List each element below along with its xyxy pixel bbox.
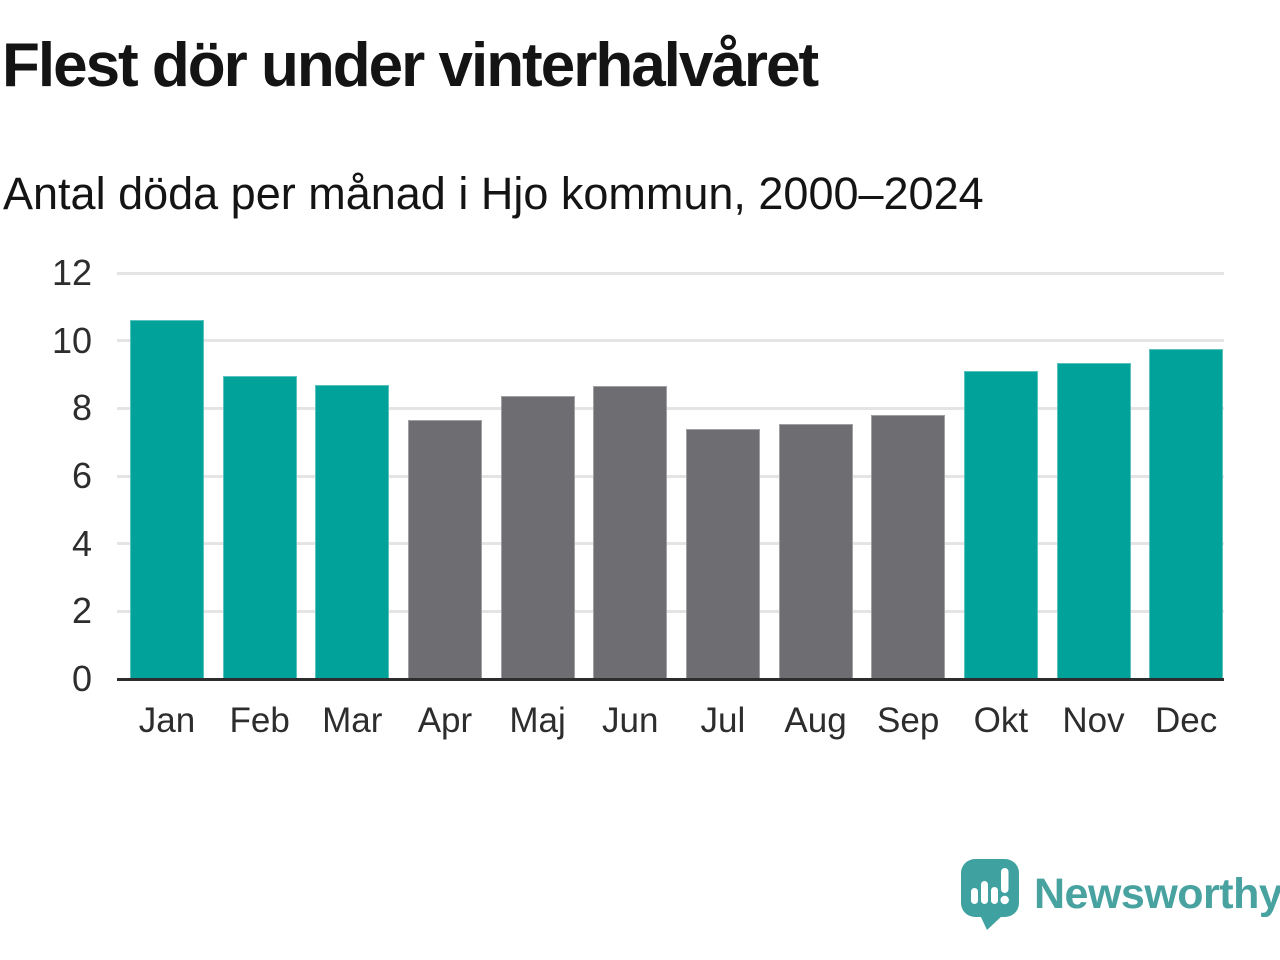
y-tick-label-10: 10 [51,319,92,361]
gridline-10 [117,339,1224,343]
bar-aug [778,423,853,679]
bar-mar [315,384,390,679]
x-tick-label-dec: Dec [1155,701,1218,740]
bar-chart-speech-bubble-icon [961,859,1019,930]
y-tick-label-12: 12 [51,252,92,293]
y-tick-label-6: 6 [71,455,92,496]
gridline-8 [117,406,1224,410]
chart-subtitle: Antal döda per månad i Hjo kommun, 2000–… [3,168,984,219]
x-tick-label-maj: Maj [509,701,566,740]
x-tick-label-feb: Feb [229,701,290,740]
x-tick-label-jan: Jan [138,701,196,740]
gridline-12 [117,271,1224,275]
newsworthy-wordmark: Newsworthy [1034,870,1280,918]
gridline-2 [117,609,1224,613]
x-tick-label-jun: Jun [602,701,659,740]
x-tick-label-jul: Jul [700,701,746,740]
y-tick-label-2: 2 [71,590,92,632]
gridline-6 [117,474,1224,478]
bar-maj [500,396,575,679]
y-tick-label-4: 4 [71,522,92,564]
bar-jun [593,386,668,679]
y-tick-label-8: 8 [71,387,92,429]
x-tick-label-mar: Mar [322,701,383,740]
bar-okt [963,371,1038,679]
bar-feb [222,376,297,679]
x-tick-label-aug: Aug [784,701,847,740]
chart-title: Flest dör under vinterhalvåret [2,31,819,100]
bar-nov [1056,362,1131,679]
bar-jul [685,428,760,679]
x-tick-label-nov: Nov [1062,701,1125,740]
bar-sep [871,415,946,679]
x-tick-label-apr: Apr [417,701,473,740]
y-tick-label-0: 0 [71,658,92,699]
x-tick-label-sep: Sep [877,701,940,740]
x-axis-line [117,677,1224,681]
x-tick-label-okt: Okt [973,701,1029,740]
bar-apr [407,420,482,679]
newsworthy-logo: Newsworthy [960,858,1280,930]
bar-dec [1149,349,1224,679]
gridline-4 [117,542,1224,546]
bar-jan [130,320,204,679]
